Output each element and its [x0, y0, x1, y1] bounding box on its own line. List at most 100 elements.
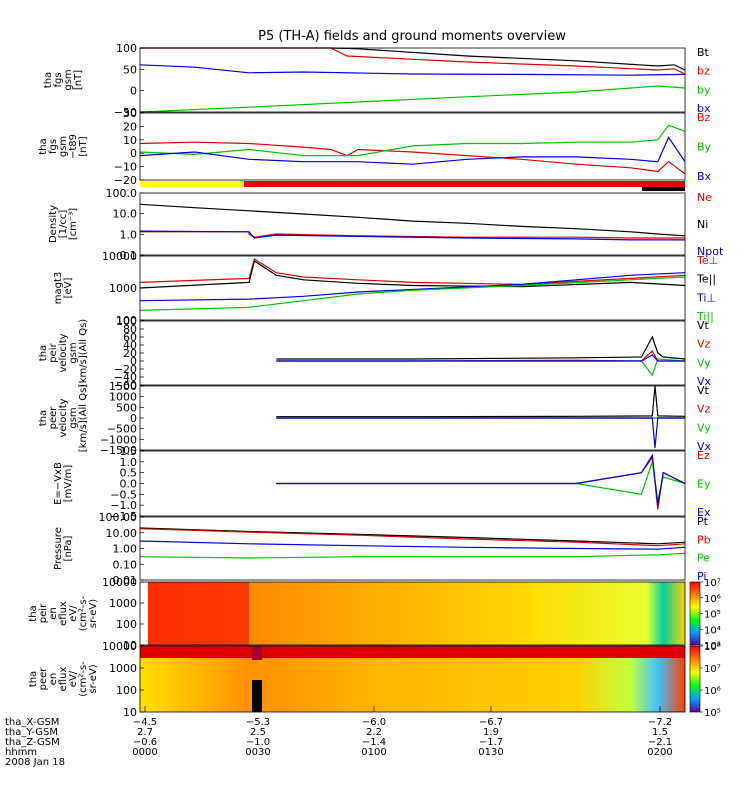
- y-axis-label: tha: [28, 671, 39, 687]
- series-line-green: [139, 276, 686, 311]
- y-axis-label: [km/s](All Qs): [78, 319, 89, 387]
- legend-entry: Vt: [697, 384, 710, 397]
- series-line-blue: [276, 417, 685, 448]
- legend-entry: Vz: [697, 403, 711, 416]
- x-tick-label: 1.5: [652, 727, 668, 738]
- panel-frame: [139, 255, 686, 321]
- colorbar-tick-label: 10³: [704, 641, 721, 652]
- x-tick-label: 0030: [245, 747, 270, 758]
- y-tick-label: 0: [130, 85, 137, 98]
- y-tick-label: −0.5: [110, 488, 137, 501]
- panel-frame: [139, 581, 686, 646]
- y-axis-label: tha: [28, 605, 39, 621]
- y-axis-label: [mV/m]: [63, 465, 74, 503]
- figure-title: P5 (TH-A) fields and ground moments over…: [258, 29, 566, 44]
- y-axis-label: gsm: [68, 342, 79, 363]
- heatmap-band: [140, 646, 685, 658]
- y-axis-label: [cm⁻³]: [68, 208, 79, 240]
- heatmap-data-gap: [252, 680, 262, 712]
- y-axis-label: eflux: [58, 667, 69, 692]
- y-tick-label: −20: [114, 174, 137, 187]
- legend-entry: Vz: [697, 338, 711, 351]
- panel-frame: [139, 192, 686, 256]
- legend-entry: bz: [697, 65, 710, 78]
- y-tick-label: 100: [116, 684, 137, 697]
- y-axis-label: gsm: [68, 407, 79, 428]
- x-tick-label: −7.2: [648, 717, 672, 728]
- y-tick-label: 80: [123, 323, 137, 336]
- y-tick-label: 0: [130, 412, 137, 425]
- x-tick-label: −1.4: [362, 737, 386, 748]
- legend-entry: Pt: [697, 515, 709, 528]
- y-tick-label: 1.00: [113, 543, 138, 556]
- series-line-blue: [276, 453, 686, 506]
- series-line-blue: [276, 354, 685, 362]
- x-tick-label: −2.1: [648, 737, 672, 748]
- x-axis-row-label: tha_Z-GSM: [5, 737, 60, 748]
- y-axis-label: peir: [48, 342, 59, 362]
- series-line-red: [140, 231, 685, 239]
- x-tick-label: −6.7: [479, 717, 503, 728]
- legend-entry: Ti⊥: [696, 291, 716, 304]
- series-line-black: [276, 335, 686, 360]
- legend-entry: Ni: [697, 218, 708, 231]
- series-line-green: [276, 461, 686, 501]
- legend-entry: Bz: [697, 111, 711, 124]
- y-axis-label: eflux: [58, 601, 69, 626]
- y-axis-label: −t89: [68, 134, 79, 159]
- y-tick-label: 100: [116, 314, 137, 327]
- series-line-green: [139, 85, 686, 113]
- heatmap-field: [140, 582, 685, 645]
- legend-entry: Bx: [697, 170, 712, 183]
- x-tick-label: −6.0: [362, 717, 386, 728]
- x-tick-label: 2.5: [250, 727, 266, 738]
- y-tick-label: 1000: [109, 597, 137, 610]
- y-tick-label: 10: [123, 639, 137, 652]
- y-tick-label: 100: [116, 618, 137, 631]
- y-axis-label: tha: [43, 72, 54, 88]
- heatmap-gap: [140, 582, 148, 645]
- x-axis-row-label: 2008 Jan 18: [5, 757, 65, 768]
- legend-entry: Vx: [697, 375, 712, 388]
- colorbar-tick-label: 10⁵: [704, 610, 721, 621]
- series-line-green: [139, 552, 686, 559]
- y-tick-label: 0.1: [120, 249, 138, 262]
- x-tick-label: 0100: [361, 747, 386, 758]
- y-tick-label: 20: [123, 347, 137, 360]
- x-axis-row-label: tha_X-GSM: [5, 717, 59, 728]
- y-tick-label: 100: [116, 42, 137, 55]
- colorbar-tick-label: 10⁶: [704, 686, 721, 697]
- y-tick-label: −1.5: [110, 510, 137, 523]
- y-axis-label: eV/: [68, 670, 79, 687]
- legend-entry: Pb: [697, 533, 711, 546]
- y-tick-label: −40: [114, 371, 137, 384]
- y-axis-label: E=−VxB: [53, 462, 64, 505]
- y-axis-label: en: [48, 673, 59, 686]
- y-axis-label: tha: [38, 410, 49, 426]
- y-axis-label: [km/s](All Qs): [78, 384, 89, 452]
- y-tick-label: 0.0: [120, 478, 138, 491]
- legend-entry: Pe: [697, 552, 710, 565]
- x-tick-label: −0.6: [133, 737, 157, 748]
- legend-entry: Vy: [697, 421, 711, 434]
- y-tick-label: 50: [123, 63, 137, 76]
- status-bar-yellow: [140, 181, 244, 187]
- panel-frame: [139, 645, 686, 713]
- x-tick-label: −1.7: [479, 737, 503, 748]
- series-line-red: [139, 528, 686, 547]
- y-axis-label: fgs: [48, 139, 59, 154]
- panel-frame: [139, 320, 686, 386]
- y-tick-label: −50: [114, 106, 137, 119]
- y-axis-label: peer: [38, 667, 49, 691]
- x-tick-label: 0130: [478, 747, 503, 758]
- series-line-blue: [139, 272, 686, 302]
- y-axis-label: fgs: [53, 72, 64, 87]
- legend-entry: Ti||: [696, 310, 714, 323]
- y-axis-label: peer: [48, 406, 59, 430]
- x-tick-label: 2.7: [137, 727, 153, 738]
- y-tick-label: 20: [123, 120, 137, 133]
- y-tick-label: 1000: [109, 662, 137, 675]
- series-line-black: [276, 385, 686, 418]
- panel-frame: [139, 112, 686, 181]
